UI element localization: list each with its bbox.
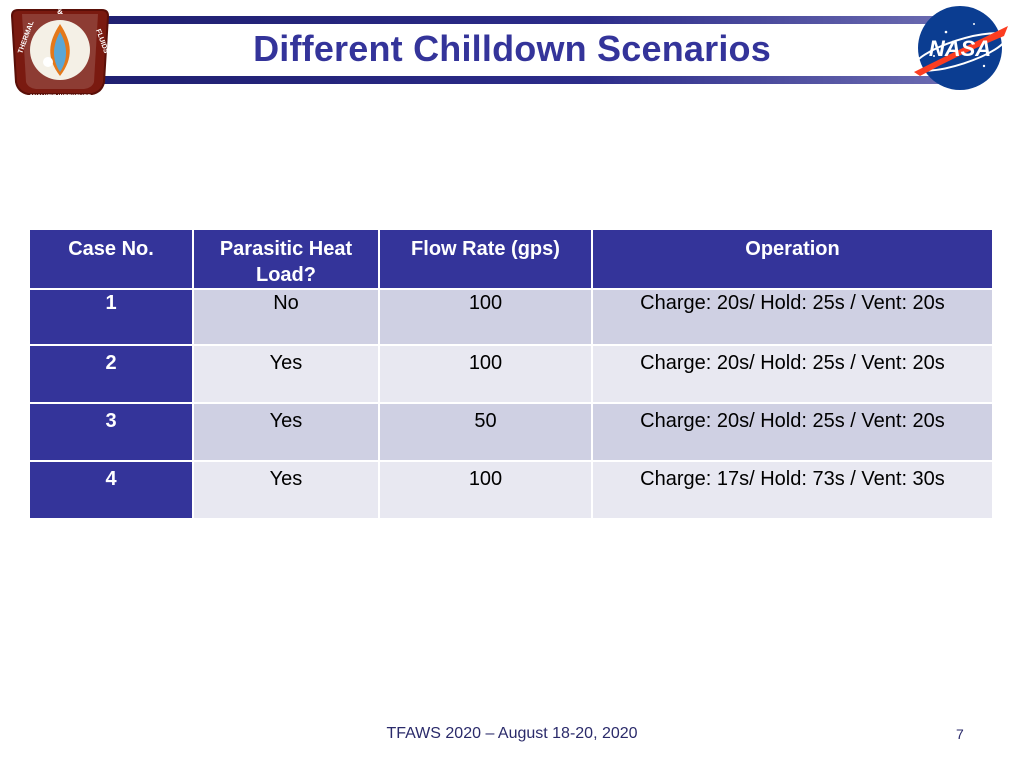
logo-ampersand: & bbox=[57, 7, 63, 16]
table-row: 4 Yes 100 Charge: 17s/ Hold: 73s / Vent:… bbox=[30, 462, 994, 520]
slide-title: Different Chilldown Scenarios bbox=[253, 28, 771, 69]
page-number: 7 bbox=[956, 726, 964, 742]
logo-banner-text: ANALYSIS WORKSHOP bbox=[29, 94, 91, 100]
nasa-logo-text: NASA bbox=[929, 36, 991, 61]
header-flow-rate: Flow Rate (gps) bbox=[380, 230, 593, 290]
case-number-cell: 4 bbox=[30, 462, 194, 520]
flow-rate-cell: 100 bbox=[380, 346, 593, 404]
table-row: 2 Yes 100 Charge: 20s/ Hold: 25s / Vent:… bbox=[30, 346, 994, 404]
flow-rate-cell: 100 bbox=[380, 290, 593, 346]
header-operation: Operation bbox=[593, 230, 994, 290]
operation-cell: Charge: 20s/ Hold: 25s / Vent: 20s bbox=[593, 404, 994, 462]
operation-cell: Charge: 20s/ Hold: 25s / Vent: 20s bbox=[593, 346, 994, 404]
header-bar-bottom bbox=[60, 76, 940, 84]
operation-cell: Charge: 17s/ Hold: 73s / Vent: 30s bbox=[593, 462, 994, 520]
table-row: 1 No 100 Charge: 20s/ Hold: 25s / Vent: … bbox=[30, 290, 994, 346]
flow-rate-cell: 100 bbox=[380, 462, 593, 520]
nasa-logo: NASA bbox=[913, 6, 1008, 90]
parasitic-heat-cell: No bbox=[194, 290, 380, 346]
header-case-no: Case No. bbox=[30, 230, 194, 290]
parasitic-heat-cell: Yes bbox=[194, 404, 380, 462]
header-parasitic-heat-load: Parasitic Heat Load? bbox=[194, 230, 380, 290]
scenarios-table: Case No. Parasitic Heat Load? Flow Rate … bbox=[30, 230, 994, 520]
header-bar-top bbox=[60, 16, 940, 24]
flow-rate-cell: 50 bbox=[380, 404, 593, 462]
parasitic-heat-cell: Yes bbox=[194, 346, 380, 404]
case-number-cell: 3 bbox=[30, 404, 194, 462]
footer-text: TFAWS 2020 – August 18-20, 2020 bbox=[386, 725, 638, 742]
tfaws-logo: & THERMAL FLUIDS ANALYSIS WORKSHOP bbox=[10, 7, 109, 100]
case-number-cell: 2 bbox=[30, 346, 194, 404]
parasitic-heat-cell: Yes bbox=[194, 462, 380, 520]
table-header-row: Case No. Parasitic Heat Load? Flow Rate … bbox=[30, 230, 994, 290]
case-number-cell: 1 bbox=[30, 290, 194, 346]
table-row: 3 Yes 50 Charge: 20s/ Hold: 25s / Vent: … bbox=[30, 404, 994, 462]
operation-cell: Charge: 20s/ Hold: 25s / Vent: 20s bbox=[593, 290, 994, 346]
